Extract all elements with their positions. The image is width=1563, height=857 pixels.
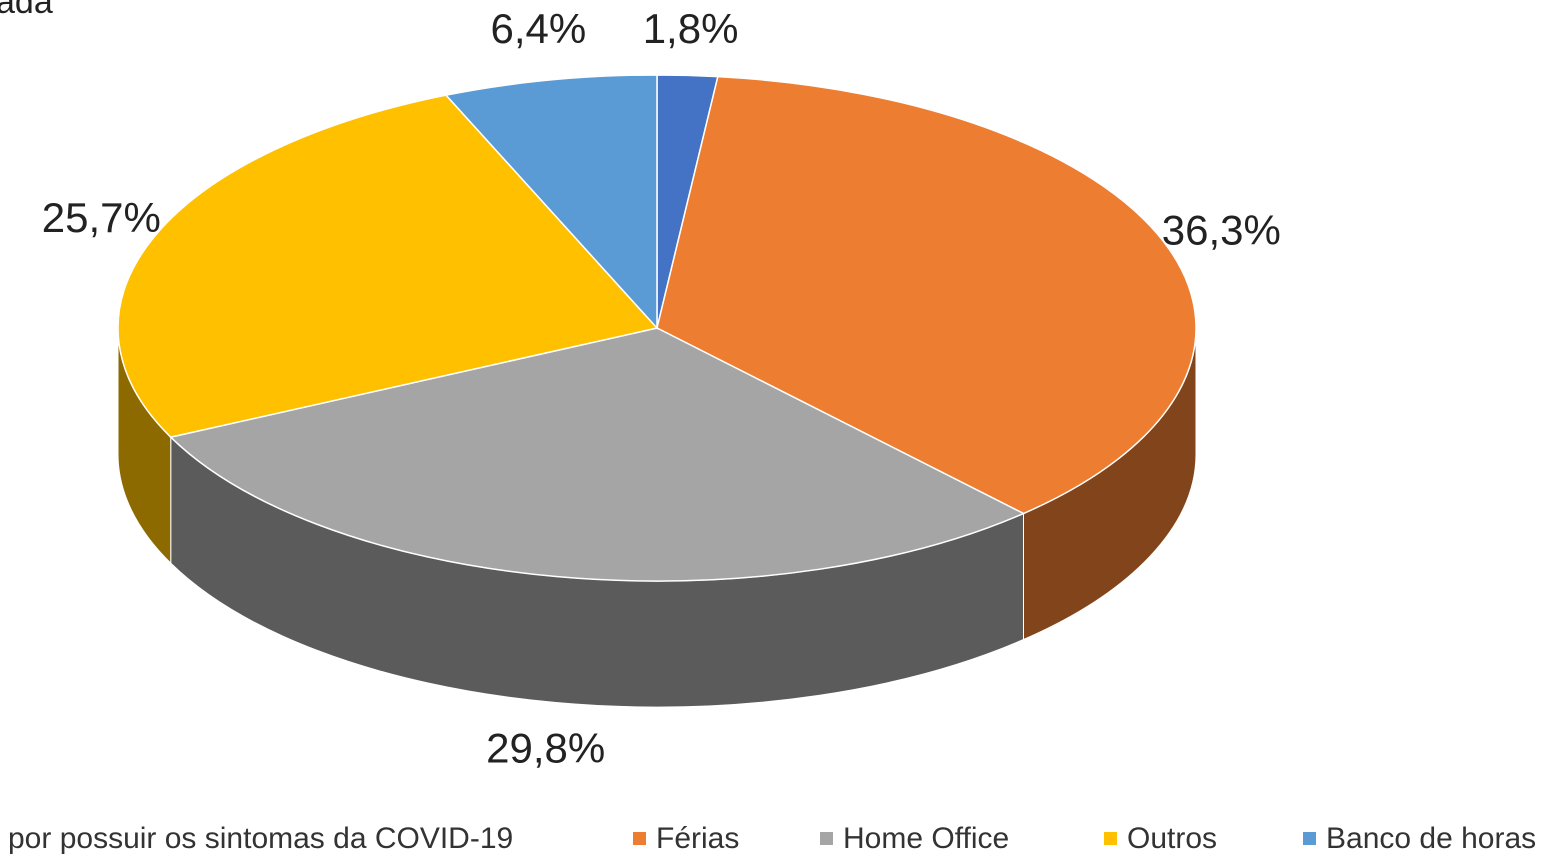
legend-label: Outros bbox=[1127, 822, 1217, 855]
legend-label: Home Office bbox=[843, 822, 1009, 855]
slice bbox=[169, 327, 1026, 582]
slice bbox=[117, 94, 659, 438]
legend-swatch bbox=[820, 832, 833, 845]
chart-title: ada bbox=[0, 0, 53, 21]
data-label: 36,3% bbox=[1162, 207, 1281, 254]
legend-swatch bbox=[1104, 832, 1117, 845]
data-label: 6,4% bbox=[491, 5, 587, 52]
legend-swatch bbox=[1303, 832, 1316, 845]
legend-label: por possuir os sintomas da COVID-19 bbox=[8, 822, 513, 855]
legend-label: Férias bbox=[656, 822, 739, 855]
data-label: 1,8% bbox=[643, 5, 739, 52]
data-label: 29,8% bbox=[486, 725, 605, 772]
data-label: 25,7% bbox=[42, 194, 161, 241]
legend-swatch bbox=[633, 832, 646, 845]
legend-label: Banco de horas bbox=[1326, 822, 1536, 855]
slice bbox=[444, 74, 658, 330]
slice bbox=[656, 75, 1197, 515]
